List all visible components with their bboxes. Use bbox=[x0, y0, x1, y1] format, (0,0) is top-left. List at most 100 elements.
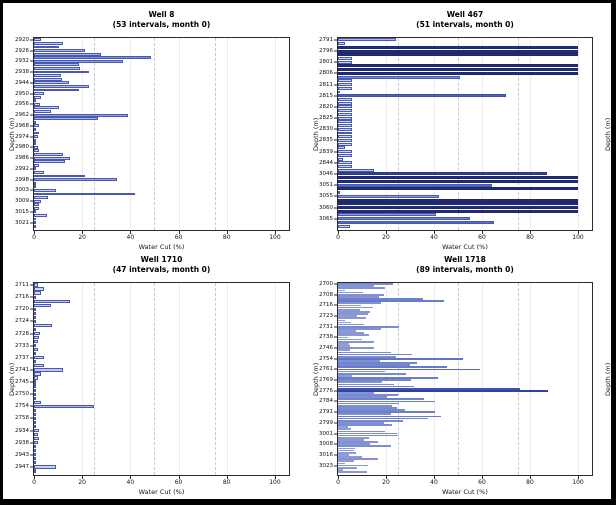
x-tick-mark bbox=[226, 231, 228, 234]
bar bbox=[34, 67, 80, 70]
bar bbox=[338, 64, 578, 68]
bar bbox=[338, 351, 391, 354]
y-tick-label: 3051 bbox=[319, 182, 333, 189]
x-axis-label: Water Cut (%) bbox=[442, 488, 488, 496]
bar bbox=[34, 49, 85, 52]
y-tick-mark bbox=[30, 296, 33, 298]
bar bbox=[34, 110, 51, 113]
bar bbox=[34, 453, 37, 457]
bar bbox=[338, 387, 521, 390]
y-tick-mark bbox=[334, 72, 337, 74]
plot-area bbox=[337, 37, 593, 231]
bar bbox=[34, 203, 39, 207]
cropped-y-axis-label: Depth (m) bbox=[604, 117, 612, 151]
y-tick-label: 2758 bbox=[15, 415, 29, 422]
x-tick-mark bbox=[178, 231, 180, 234]
y-tick-mark bbox=[30, 136, 33, 138]
x-tick-label: 100 bbox=[572, 479, 584, 486]
gridline bbox=[226, 283, 228, 475]
bar bbox=[34, 457, 36, 461]
bar bbox=[338, 101, 353, 105]
bar bbox=[338, 187, 578, 191]
x-tick-label: 40 bbox=[430, 234, 438, 241]
bar bbox=[338, 421, 384, 424]
gridline-dashed bbox=[518, 283, 519, 475]
bar bbox=[338, 168, 374, 172]
bar bbox=[338, 319, 346, 322]
x-tick-label: 20 bbox=[78, 479, 87, 486]
bar bbox=[34, 408, 36, 412]
y-tick-label: 2769 bbox=[319, 377, 333, 384]
bar bbox=[338, 454, 349, 456]
bar bbox=[338, 370, 385, 373]
bar bbox=[338, 213, 437, 217]
bar bbox=[338, 434, 398, 437]
bar bbox=[338, 375, 353, 377]
bar bbox=[338, 345, 350, 347]
bar bbox=[34, 400, 42, 404]
y-tick-mark bbox=[30, 189, 33, 191]
bar bbox=[34, 432, 38, 437]
bar bbox=[338, 364, 410, 367]
gridline bbox=[178, 38, 180, 230]
y-tick-mark bbox=[334, 294, 337, 296]
bar bbox=[338, 456, 362, 458]
bar bbox=[34, 404, 95, 408]
gridline-dashed bbox=[214, 283, 216, 475]
bar bbox=[338, 368, 480, 371]
gridline bbox=[434, 283, 435, 475]
gridline bbox=[482, 38, 483, 230]
plot-area bbox=[337, 282, 593, 476]
bar bbox=[34, 188, 56, 192]
bar bbox=[34, 206, 39, 210]
y-tick-label: 2806 bbox=[319, 70, 333, 77]
y-tick-label: 2938 bbox=[15, 439, 29, 446]
bar bbox=[34, 178, 118, 182]
y-tick-label: 2992 bbox=[15, 165, 29, 172]
x-tick-mark bbox=[578, 476, 579, 479]
bar bbox=[338, 112, 353, 116]
y-tick-mark bbox=[334, 400, 337, 402]
bar bbox=[34, 388, 36, 392]
bar bbox=[338, 464, 368, 467]
bar bbox=[338, 330, 356, 332]
gridline-dashed bbox=[518, 38, 519, 230]
bar bbox=[338, 194, 439, 198]
bar bbox=[34, 356, 44, 360]
x-tick-mark bbox=[530, 231, 531, 234]
y-tick-mark bbox=[334, 347, 337, 349]
bar bbox=[338, 86, 353, 90]
chart-subtitle: (53 intervals, month 0) bbox=[112, 20, 211, 29]
y-tick-label: 2724 bbox=[15, 318, 29, 325]
bar bbox=[338, 289, 346, 292]
x-axis-label: Water Cut (%) bbox=[138, 488, 185, 496]
bar bbox=[34, 449, 36, 453]
bar bbox=[34, 441, 38, 445]
bar bbox=[34, 142, 37, 146]
y-tick-mark bbox=[30, 200, 33, 202]
bar bbox=[338, 443, 371, 446]
bar bbox=[338, 75, 461, 79]
bar bbox=[338, 150, 353, 154]
y-tick-mark bbox=[334, 304, 337, 306]
bar bbox=[338, 400, 436, 403]
bar bbox=[34, 221, 37, 225]
bar bbox=[34, 102, 41, 106]
bar bbox=[338, 179, 578, 183]
gridline bbox=[386, 283, 387, 475]
bar bbox=[338, 298, 424, 300]
y-tick-label: 2784 bbox=[319, 398, 333, 405]
bar bbox=[338, 135, 353, 139]
y-tick-label: 2839 bbox=[319, 148, 333, 155]
bar bbox=[338, 458, 378, 460]
x-tick-label: 0 bbox=[32, 234, 36, 241]
bar bbox=[34, 38, 42, 42]
bar bbox=[338, 109, 353, 113]
bar bbox=[338, 396, 388, 399]
chart-title-block: Well 1718 (89 intervals, month 0) bbox=[337, 255, 593, 275]
y-tick-mark bbox=[334, 84, 337, 86]
bar bbox=[338, 404, 392, 407]
bar bbox=[338, 310, 371, 313]
bar bbox=[34, 335, 39, 340]
x-tick-mark bbox=[386, 476, 387, 479]
